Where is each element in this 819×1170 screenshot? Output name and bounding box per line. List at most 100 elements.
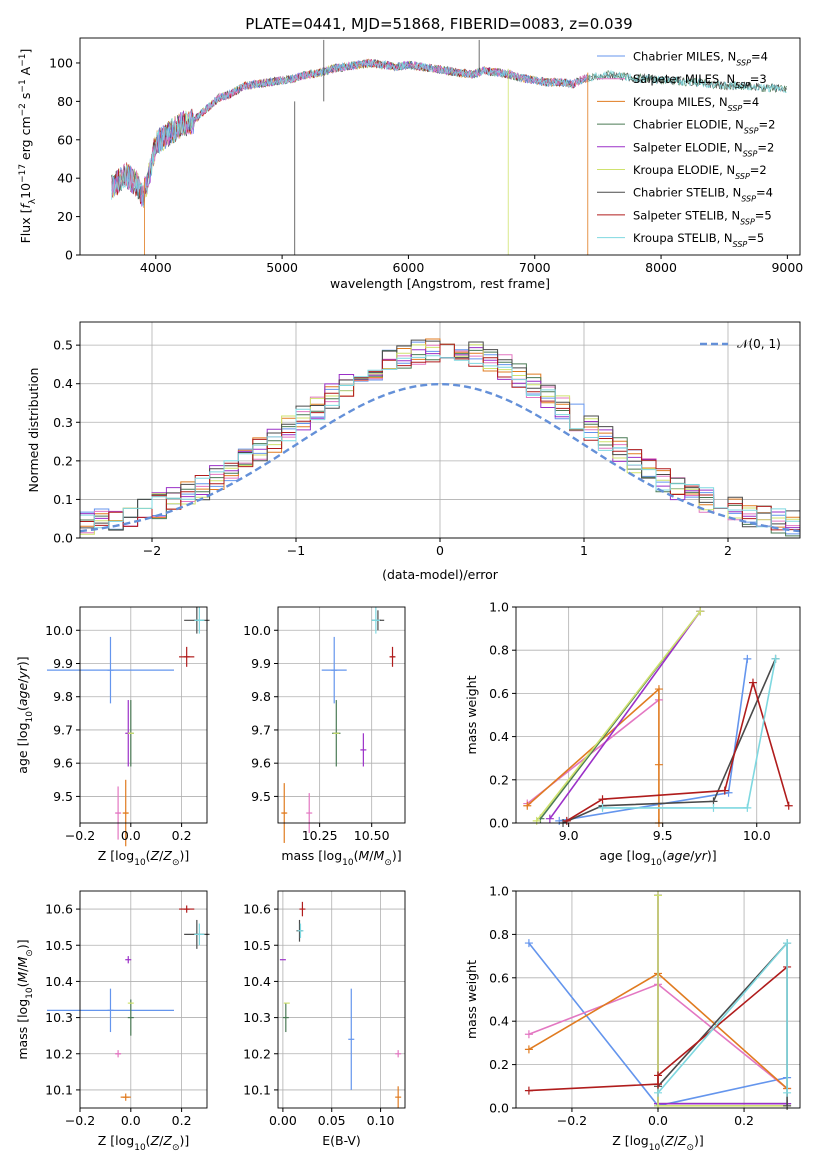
y-tick-label: 0.4 <box>53 376 73 391</box>
panel-residuals: −2 −1 0 1 2 0.0 0.1 0.2 0.3 0.4 0.5 𝒩(0, 1) (data-mo… <box>26 321 801 582</box>
series-marker <box>524 1086 533 1095</box>
y-tick-label: 10.0 <box>45 623 73 638</box>
errorbar-point-1 <box>115 1050 122 1058</box>
y-tick-label: 9.5 <box>53 789 73 804</box>
series-marker <box>748 678 757 687</box>
normal-curve <box>79 382 801 533</box>
x-axis-label: E(B-V) <box>322 1133 361 1148</box>
x-tick-label: 1 <box>580 543 588 558</box>
x-tick-label: −1 <box>287 543 305 558</box>
y-tick-label: 10.2 <box>243 1046 271 1061</box>
errorbar-point-7 <box>179 646 195 667</box>
series-line <box>562 658 777 824</box>
series-marker <box>783 1088 792 1097</box>
errorbar-point-2 <box>122 779 129 847</box>
x-tick-label: −2 <box>143 543 161 558</box>
panel-massweight-vs-Z: −0.2 0.0 0.2 0.0 0.2 0.4 0.6 0.8 1.0 Z [log10(Z/Z… <box>464 884 801 1153</box>
errorbar-point-8 <box>194 607 205 634</box>
x-tick-label: 0.0 <box>648 1113 668 1128</box>
y-tick-label: 0.3 <box>53 415 73 430</box>
y-tick-label: 10.3 <box>243 1010 271 1025</box>
y-tick-label: 0.4 <box>489 1014 509 1029</box>
series-line <box>536 610 701 822</box>
series-marker <box>654 1080 662 1089</box>
y-axis-label: Flux [fλ10−17 erg cm−2 s−1 A−1] <box>18 49 38 244</box>
y-tick-label: 10.2 <box>45 1046 73 1061</box>
series-line <box>528 966 788 1092</box>
errorbar-point-1 <box>306 793 313 833</box>
x-tick-label: 4000 <box>140 260 172 275</box>
series-marker <box>743 803 752 812</box>
y-tick-label: 1.0 <box>489 600 509 615</box>
series-marker <box>654 760 663 769</box>
x-tick-label: −0.2 <box>557 1113 587 1128</box>
series-marker <box>545 814 554 823</box>
spectrum-line-8 <box>111 58 787 207</box>
x-tick-label: −0.2 <box>65 1113 95 1128</box>
histogram-7 <box>80 343 800 531</box>
x-axis-label: mass [log10(M/M⊙)] <box>281 848 401 868</box>
y-tick-label: 9.7 <box>251 722 271 737</box>
y-tick-label: 0.6 <box>489 686 509 701</box>
legend-label: Salpeter MILES, NSSP=3 <box>633 72 767 90</box>
y-axis-label: mass weight <box>464 675 479 754</box>
panel-age-vs-mass: 10.25 10.50 9.5 9.6 9.7 9.8 9.9 10.0 mass [log10… <box>243 606 406 868</box>
x-tick-label: 5000 <box>266 260 298 275</box>
x-tick-label: 7000 <box>519 260 551 275</box>
errorbar-point-1 <box>395 1050 402 1058</box>
y-axis-label: age [log10(age/yr)] <box>15 656 35 773</box>
y-tick-label: 10.5 <box>243 938 271 953</box>
y-tick-label: 80 <box>57 94 73 109</box>
x-tick-label: 10.25 <box>302 828 338 843</box>
x-tick-label: 0.0 <box>121 1113 141 1128</box>
series-marker <box>524 1030 533 1039</box>
series-marker <box>562 816 571 825</box>
axes-frame <box>277 890 406 1109</box>
y-tick-label: 0.8 <box>489 643 509 658</box>
spectrum-line-0 <box>111 59 588 203</box>
y-tick-label: 9.8 <box>251 689 271 704</box>
y-tick-label: 10.3 <box>45 1010 73 1025</box>
axes-frame <box>79 890 208 1109</box>
y-tick-label: 1.0 <box>489 884 509 899</box>
y-tick-label: 10.6 <box>243 902 271 917</box>
errorbar-point-4 <box>360 733 367 767</box>
mass-weight-series-5 <box>654 891 792 1110</box>
x-tick-label: −0.2 <box>65 828 95 843</box>
y-tick-label: 10.4 <box>243 974 271 989</box>
mass-weight-series-6 <box>654 939 792 1110</box>
axes-frame <box>79 37 801 256</box>
y-tick-label: 0.0 <box>489 1101 509 1116</box>
x-tick-label: 10.0 <box>743 828 771 843</box>
panel-age-vs-Z: −0.2 0.0 0.2 9.5 9.6 9.7 9.8 9.9 10.0 Z [log10(Z/… <box>15 606 210 868</box>
errorbar-point-7 <box>179 905 195 913</box>
y-tick-label: 9.7 <box>53 722 73 737</box>
x-axis-label: age [log10(age/yr)] <box>599 848 716 868</box>
series-marker <box>598 803 607 812</box>
errorbar-point-2 <box>395 1086 402 1108</box>
axes-frame <box>277 606 406 824</box>
y-tick-label: 10.6 <box>45 902 73 917</box>
errorbar-point-3 <box>127 999 134 1036</box>
y-tick-label: 0.8 <box>489 927 509 942</box>
y-tick-label: 10.1 <box>45 1082 73 1097</box>
plot-area-age-vs-mass <box>281 607 396 843</box>
plot-area-mass-vs-Z <box>46 905 210 1101</box>
x-tick-label: 9.0 <box>559 828 579 843</box>
y-tick-label: 10.0 <box>243 623 271 638</box>
series-marker <box>524 939 533 948</box>
mass-weight-series-7 <box>562 678 793 825</box>
series-line <box>602 658 777 809</box>
series-marker <box>783 1101 792 1110</box>
y-tick-label: 0.6 <box>489 970 509 985</box>
axes-frame <box>79 606 208 824</box>
y-tick-label: 0.2 <box>53 453 73 468</box>
x-tick-label: 8000 <box>645 260 677 275</box>
axes-frame <box>515 606 801 824</box>
y-axis-label: Normed distribution <box>26 368 41 493</box>
panel-mass-vs-Z: −0.2 0.0 0.2 10.1 10.2 10.3 10.4 10.5 10.6 Z [log… <box>15 890 210 1153</box>
y-tick-label: 60 <box>57 132 73 147</box>
y-tick-label: 9.9 <box>251 656 271 671</box>
legend-label: Chabrier STELIB, NSSP=4 <box>633 186 773 204</box>
